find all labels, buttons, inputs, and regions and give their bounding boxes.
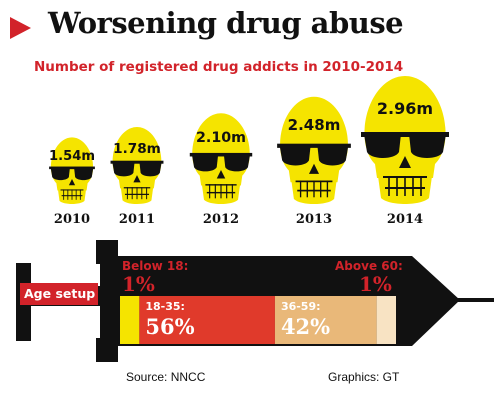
syringe-icon xyxy=(16,240,494,362)
chart-subtitle: Number of registered drug addicts in 201… xyxy=(34,59,404,75)
year-label: 2012 xyxy=(202,212,240,227)
skull-icon-2011 xyxy=(110,127,164,204)
source-credit: Source: NNCC xyxy=(126,370,206,384)
skull-value-label: 2.48m xyxy=(287,116,341,135)
skull-value-label: 1.78m xyxy=(113,140,161,157)
age18-35-label: 18-35: xyxy=(145,300,185,313)
skull-value-label: 2.10m xyxy=(195,129,247,146)
year-label: 2013 xyxy=(295,212,333,227)
year-label: 2011 xyxy=(118,212,156,227)
skull-icon-2010 xyxy=(49,137,95,204)
title-arrow-icon xyxy=(10,17,31,39)
year-label: 2014 xyxy=(386,212,424,227)
above60-value: 1% xyxy=(359,272,392,296)
skull-icon-2013 xyxy=(277,96,351,204)
age-segment-36-59 xyxy=(274,296,377,344)
age36-59-value: 42% xyxy=(280,314,331,339)
age-segment-Below 18 xyxy=(120,296,140,344)
age18-35-value: 56% xyxy=(145,314,195,339)
skull-icon-2014 xyxy=(361,76,449,204)
skull-value-label: 1.54m xyxy=(48,149,96,165)
year-label: 2010 xyxy=(53,212,91,227)
above60-label: Above 60: xyxy=(335,259,403,273)
graphics-credit: Graphics: GT xyxy=(328,370,400,384)
age-segment-18-35 xyxy=(139,296,275,344)
age-setup-title: Age setup xyxy=(24,286,96,301)
below18-value: 1% xyxy=(122,272,155,296)
skull-value-label: 2.96m xyxy=(376,99,434,119)
skull-chart xyxy=(49,76,449,204)
age-segment-Above 60 xyxy=(376,296,396,344)
page-title: Worsening drug abuse xyxy=(48,6,404,40)
skull-icon-2012 xyxy=(189,113,253,204)
age-setup-label-box xyxy=(20,283,98,305)
age36-59-label: 36-59: xyxy=(280,300,321,313)
below18-label: Below 18: xyxy=(122,259,189,273)
